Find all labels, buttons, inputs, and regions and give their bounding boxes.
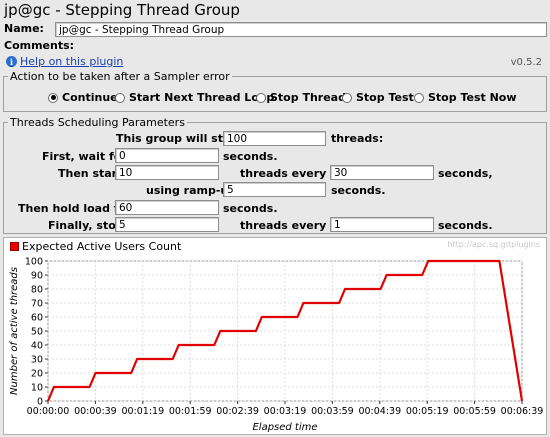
radio-stop-test[interactable]: Stop Test <box>342 91 414 104</box>
chart-panel: Expected Active Users Count http://apc.s… <box>3 237 547 435</box>
series-line <box>46 259 524 402</box>
x-tick-label: 00:03:59 <box>311 406 354 417</box>
radio-continue[interactable]: Continue <box>48 91 118 104</box>
hold-label: Then hold load for <box>18 202 132 215</box>
help-link[interactable]: i Help on this plugin <box>6 55 123 68</box>
threads-unit: threads: <box>331 132 384 145</box>
y-axis-title: Number of active threads <box>9 267 20 395</box>
name-input[interactable] <box>55 22 547 37</box>
threads-every-label: threads every <box>240 167 327 180</box>
first-wait-label: First, wait for <box>42 150 127 163</box>
x-axis-title: Elapsed time <box>252 422 317 433</box>
radio-label: Continue <box>62 91 118 104</box>
name-label: Name: <box>4 22 44 35</box>
stop-label: Finally, stop <box>48 219 124 232</box>
y-tick-label: 50 <box>31 327 43 338</box>
info-icon: i <box>6 56 17 67</box>
x-tick-label: 00:00:00 <box>27 406 70 417</box>
x-tick-label: 00:01:59 <box>169 406 212 417</box>
scheduling-legend: Threads Scheduling Parameters <box>10 116 185 129</box>
then-start-input[interactable] <box>115 165 219 180</box>
y-tick-label: 70 <box>31 299 43 310</box>
radio-unselected-icon <box>342 92 352 103</box>
stop-input[interactable] <box>115 217 219 232</box>
radio-unselected-icon <box>115 92 125 103</box>
stop-every-input[interactable] <box>330 217 434 232</box>
scheduling-group: Threads Scheduling Parameters <box>3 116 547 234</box>
x-tick-label: 00:00:39 <box>74 406 117 417</box>
hold-input[interactable] <box>115 200 219 215</box>
stop-every-label: threads every <box>240 219 327 232</box>
ramp-up-unit: seconds. <box>331 184 386 197</box>
group-start-input[interactable] <box>223 131 326 146</box>
y-tick-label: 20 <box>31 369 43 380</box>
x-tick-label: 00:03:19 <box>264 406 307 417</box>
version-label: v0.5.2 <box>510 57 542 68</box>
ramp-up-input[interactable] <box>223 182 326 197</box>
help-link-text[interactable]: Help on this plugin <box>20 55 124 68</box>
threads-chart: 0 10 20 30 40 50 60 70 80 90 100 00:00:00 00:00:39 00… <box>9 257 544 434</box>
radio-label: Start Next Thread Loop <box>129 91 275 104</box>
threads-every-input[interactable] <box>330 165 434 180</box>
hold-unit: seconds. <box>223 202 278 215</box>
sampler-error-legend: Action to be taken after a Sampler error <box>10 70 230 83</box>
group-start-label: This group will start <box>116 132 242 145</box>
legend-swatch <box>10 242 19 251</box>
radio-selected-icon <box>48 92 58 103</box>
y-tick-label: 0 <box>37 397 43 408</box>
x-tick-label: 00:02:39 <box>216 406 259 417</box>
y-tick-label: 80 <box>31 285 43 296</box>
first-wait-input[interactable] <box>115 148 219 163</box>
y-tick-label: 10 <box>31 383 43 394</box>
radio-unselected-icon <box>256 92 266 103</box>
y-tick-label: 40 <box>31 341 43 352</box>
legend-label: Expected Active Users Count <box>22 240 182 253</box>
x-tick-label: 00:05:19 <box>406 406 449 417</box>
y-tick-label: 100 <box>25 257 43 268</box>
then-start-label: Then start <box>58 167 123 180</box>
radio-stop-thread[interactable]: Stop Thread <box>256 91 346 104</box>
stop-every-unit: seconds. <box>438 219 493 232</box>
first-wait-unit: seconds. <box>223 150 278 163</box>
radio-label: Stop Test Now <box>428 91 517 104</box>
radio-stop-test-now[interactable]: Stop Test Now <box>414 91 517 104</box>
radio-label: Stop Thread <box>270 91 346 104</box>
y-tick-label: 60 <box>31 313 43 324</box>
comments-label: Comments: <box>4 39 75 52</box>
threads-every-unit: seconds, <box>438 167 493 180</box>
watermark: http://apc.sq.gitplugins <box>447 240 540 249</box>
y-tick-label: 90 <box>31 271 43 282</box>
radio-start-next-thread-loop[interactable]: Start Next Thread Loop <box>115 91 274 104</box>
radio-label: Stop Test <box>356 91 414 104</box>
y-tick-label: 30 <box>31 355 43 366</box>
radio-unselected-icon <box>414 92 424 103</box>
window-title: jp@gc - Stepping Thread Group <box>4 1 240 19</box>
sampler-error-group: Action to be taken after a Sampler error <box>3 70 547 112</box>
x-tick-label: 00:05:59 <box>453 406 496 417</box>
x-tick-label: 00:01:19 <box>121 406 164 417</box>
ramp-up-label: using ramp-up <box>146 184 237 197</box>
x-tick-label: 00:06:39 <box>501 406 544 417</box>
chart-legend: Expected Active Users Count <box>10 240 181 253</box>
x-tick-label: 00:04:39 <box>358 406 401 417</box>
